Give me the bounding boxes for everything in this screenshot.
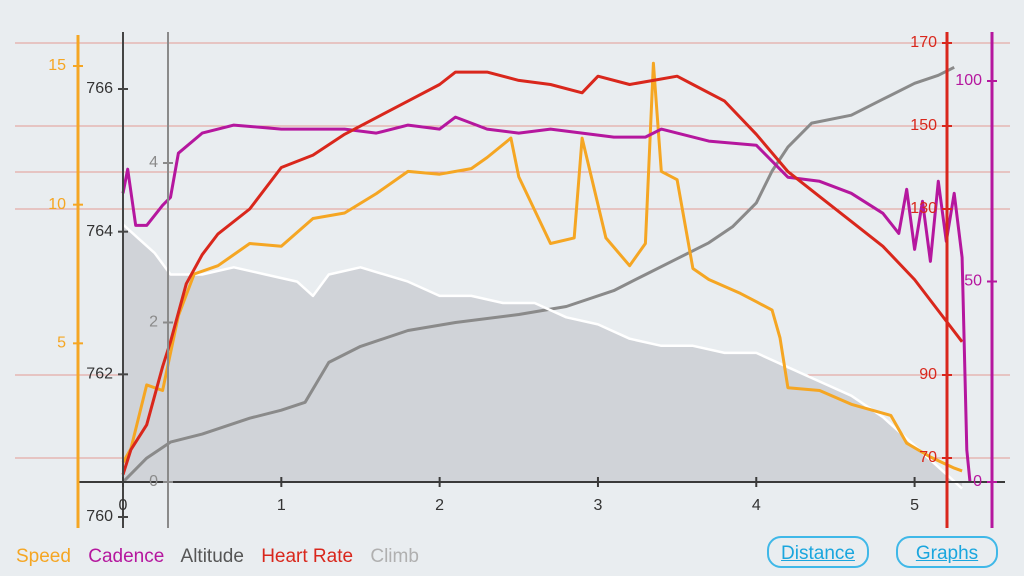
climb-tick-label-2: 2 [149,314,158,331]
series-climb [121,65,955,484]
legend-climb: Climb [370,546,419,567]
hr-tick-label-90: 90 [919,366,937,383]
legend-speed: Speed [16,546,71,567]
graphs-button[interactable]: Graphs [896,536,998,568]
series-heart-rate [121,70,964,476]
series-cadence [121,115,972,483]
altitude-tick-label-766: 766 [86,80,113,97]
speed-tick-label-15: 15 [48,57,66,74]
series-speed [121,61,963,473]
altitude-tick-label-764: 764 [86,223,113,240]
speed-tick-label-5: 5 [57,335,66,352]
distance-button[interactable]: Distance [767,536,869,568]
x-tick-label-5: 5 [910,497,919,514]
hr-tick-label-130: 130 [910,200,937,217]
hr-tick-label-170: 170 [910,34,937,51]
cadence-tick-label-100: 100 [955,72,982,89]
legend-cadence: Cadence [88,546,165,567]
cadence-tick-label-0: 0 [973,473,982,490]
altitude-area [123,224,963,489]
speed-tick-label-10: 10 [48,196,66,213]
x-tick-label-2: 2 [435,497,444,514]
hr-tick-label-150: 150 [910,117,937,134]
x-tick-label-0: 0 [119,497,128,514]
x-tick-label-4: 4 [752,497,761,514]
legend-altitude: Altitude [180,546,244,567]
cadence-tick-label-50: 50 [964,273,982,290]
legend: Speed Cadence Altitude Heart Rate Climb [16,546,431,568]
climb-tick-label-0: 0 [149,473,158,490]
altitude-tick-label-762: 762 [86,366,113,383]
series-altitude [122,223,963,490]
x-tick-label-1: 1 [277,497,286,514]
hr-tick-label-70: 70 [919,449,937,466]
x-tick-label-3: 3 [594,497,603,514]
series-lines [121,61,972,490]
axes: 0 1 2 3 4 5 5 10 15 760 762 764 766 0 2 4 70 90 130 150 170 0… [48,32,1005,528]
climb-tick-label-4: 4 [149,154,158,171]
legend-heart-rate: Heart Rate [261,546,354,567]
altitude-tick-label-760: 760 [86,508,113,525]
